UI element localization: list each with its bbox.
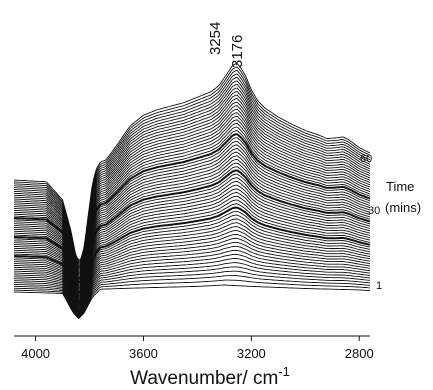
spectrum-line-4: t = 4 min (13, 270, 371, 318)
x-axis-title-text: Wavenumber/ cm (130, 368, 278, 389)
x-tick-label: 2800 (345, 346, 374, 361)
time-tick-30: 30 (368, 205, 380, 217)
spectrum-line-6: t = 6 min (13, 262, 371, 317)
spectrum-line-60: t = 60 min (13, 63, 371, 261)
x-axis-title: Wavenumber/ cm-1 (130, 364, 290, 389)
time-axis-title-line1: Time (386, 179, 414, 194)
time-tick-1: 1 (376, 280, 382, 292)
annotation-3176: 3176 (229, 35, 246, 68)
x-tick-label: 3200 (237, 346, 266, 361)
x-axis-ticks: 4000 3600 3200 2800 (21, 336, 374, 361)
x-axis-title-superscript: -1 (278, 364, 290, 379)
time-tick-60: 60 (360, 153, 372, 165)
x-tick-label: 4000 (21, 346, 50, 361)
spectra-layer: t = 1 mint = 2 mint = 3 mint = 4 mint = … (13, 63, 371, 320)
x-tick-label: 3600 (129, 346, 158, 361)
time-axis-title-line2: (mins) (385, 200, 421, 215)
annotation-3254: 3254 (207, 22, 224, 55)
